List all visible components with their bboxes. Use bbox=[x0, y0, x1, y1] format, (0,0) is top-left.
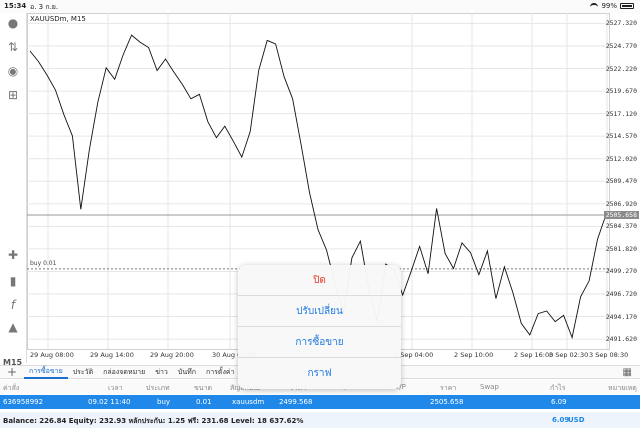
status-date: อ. 3 ก.ย. bbox=[30, 3, 59, 11]
y-tick-label: 2501.820 bbox=[605, 244, 637, 253]
buy-line-label: buy 0.01 bbox=[30, 260, 57, 267]
y-tick-label: 2499.270 bbox=[605, 267, 637, 276]
row-symbol: xauusdm bbox=[232, 398, 265, 406]
col-type: ประเภท bbox=[146, 384, 170, 392]
close-position-button[interactable]: ปิด bbox=[238, 265, 401, 296]
tab-mailbox[interactable]: กล่องจดหมาย bbox=[103, 367, 146, 376]
row-profit: 6.09 bbox=[551, 398, 567, 406]
y-tick-label: 2519.670 bbox=[605, 87, 637, 96]
row-size: 0.01 bbox=[196, 398, 212, 406]
row-type: buy bbox=[157, 398, 171, 406]
table-row[interactable]: 636958992 09.02 11:40 buy 0.01 xauusdm 2… bbox=[0, 395, 640, 409]
y-tick-label: 2517.120 bbox=[605, 109, 637, 118]
status-time: 15:34 bbox=[4, 2, 27, 10]
row-open-price: 2499.568 bbox=[279, 398, 313, 406]
layout-icon[interactable]: ▦ bbox=[622, 366, 632, 378]
col-profit: กำไร bbox=[550, 384, 566, 392]
col-tp: T/P bbox=[395, 383, 406, 391]
x-tick-label: 3 Sep 02:30 bbox=[549, 351, 589, 359]
left-toolbar: ● ⇅ ◉ ⊞ ✚ ▮ f ▲ M15 bbox=[0, 13, 27, 367]
wifi-icon bbox=[590, 3, 599, 9]
col-price: ราคา bbox=[440, 384, 457, 392]
balance-text: Balance: 226.84 Equity: 232.93 หลักประกั… bbox=[3, 417, 304, 425]
col-order: ค่าสั่ง bbox=[3, 384, 20, 392]
tab-trade[interactable]: การซื้อขาย bbox=[24, 366, 68, 379]
timeframe-button[interactable]: M15 bbox=[3, 358, 23, 367]
modify-position-button[interactable]: ปรับเปลี่ยน bbox=[238, 296, 401, 327]
price-chart[interactable]: XAUUSDm, M15 buy 0.01 2527.320 2524.770 25… bbox=[27, 13, 640, 365]
battery-icon bbox=[620, 3, 634, 9]
tab-history[interactable]: ประวัติ bbox=[72, 367, 94, 376]
x-tick-label: 29 Aug 20:00 bbox=[150, 351, 194, 359]
tab-journal[interactable]: บันทึก bbox=[177, 367, 196, 376]
chat-icon[interactable]: ◉ bbox=[7, 64, 19, 78]
col-size: ขนาด bbox=[194, 384, 213, 392]
col-comment: หมายเหตุ bbox=[608, 384, 637, 392]
status-right: 99% bbox=[590, 2, 634, 10]
col-time: เวลา bbox=[108, 384, 123, 392]
y-tick-label: 2491.620 bbox=[605, 335, 637, 344]
chart-symbol-label: XAUUSDm, M15 bbox=[30, 15, 86, 23]
y-tick-label: 2494.170 bbox=[605, 312, 637, 321]
currency-label: USD bbox=[568, 416, 585, 424]
chart-button[interactable]: กราฟ bbox=[307, 368, 332, 379]
balance-bar: Balance: 226.84 Equity: 232.93 หลักประกั… bbox=[0, 412, 640, 428]
function-icon[interactable]: f bbox=[10, 298, 16, 312]
crosshair-icon[interactable]: ✚ bbox=[7, 248, 19, 262]
price-series-line bbox=[29, 34, 607, 340]
row-order: 636958992 bbox=[3, 398, 44, 406]
y-tick-label: 2506.920 bbox=[605, 199, 637, 208]
person-icon[interactable]: ● bbox=[7, 16, 19, 30]
x-tick-label: 2 Sep 04:00 bbox=[394, 351, 434, 359]
trade-button[interactable]: การซื้อขาย bbox=[238, 327, 401, 358]
tab-news[interactable]: ข่าว bbox=[155, 367, 168, 376]
y-tick-label: 2522.220 bbox=[605, 64, 637, 73]
y-tick-label: 2527.320 bbox=[605, 19, 637, 28]
x-tick-label: 29 Aug 14:00 bbox=[90, 351, 134, 359]
chart-canvas bbox=[27, 13, 610, 350]
x-tick-label: 2 Sep 10:00 bbox=[454, 351, 494, 359]
col-swap: Swap bbox=[480, 383, 499, 391]
home-indicator-area bbox=[0, 428, 640, 447]
trade-icon[interactable]: ⇅ bbox=[7, 40, 19, 54]
battery-percent: 99% bbox=[601, 2, 617, 10]
objects-icon[interactable]: ▲ bbox=[8, 320, 18, 334]
y-tick-label: 2509.470 bbox=[605, 177, 637, 186]
status-bar: 15:34 อ. 3 ก.ย. 99% bbox=[0, 0, 640, 13]
row-time: 09.02 11:40 bbox=[88, 398, 131, 406]
x-tick-label: 30 Aug 03:00 bbox=[212, 351, 256, 359]
add-icon[interactable]: + bbox=[6, 365, 18, 379]
y-tick-label: 2504.370 bbox=[605, 222, 637, 231]
x-tick-label: 3 Sep 08:30 bbox=[589, 351, 629, 359]
y-tick-label: 2496.720 bbox=[605, 290, 637, 298]
row-price: 2505.658 bbox=[430, 398, 464, 406]
last-price-badge: 2505.658 bbox=[603, 210, 639, 219]
x-tick-label: 29 Aug 08:00 bbox=[30, 351, 74, 359]
indicator-icon[interactable]: ▮ bbox=[9, 274, 17, 288]
y-tick-label: 2512.020 bbox=[605, 154, 637, 163]
total-profit: 6.09 bbox=[552, 416, 570, 424]
y-tick-label: 2514.570 bbox=[605, 132, 637, 141]
y-tick-label: 2524.770 bbox=[605, 41, 637, 50]
x-tick-label: 2 Sep 16:00 bbox=[514, 351, 554, 359]
position-action-menu: ปิด ปรับเปลี่ยน การซื้อขาย กราฟ bbox=[238, 265, 401, 389]
add-document-icon[interactable]: ⊞ bbox=[7, 88, 19, 102]
tab-settings[interactable]: การตั้งค่า bbox=[205, 367, 235, 376]
